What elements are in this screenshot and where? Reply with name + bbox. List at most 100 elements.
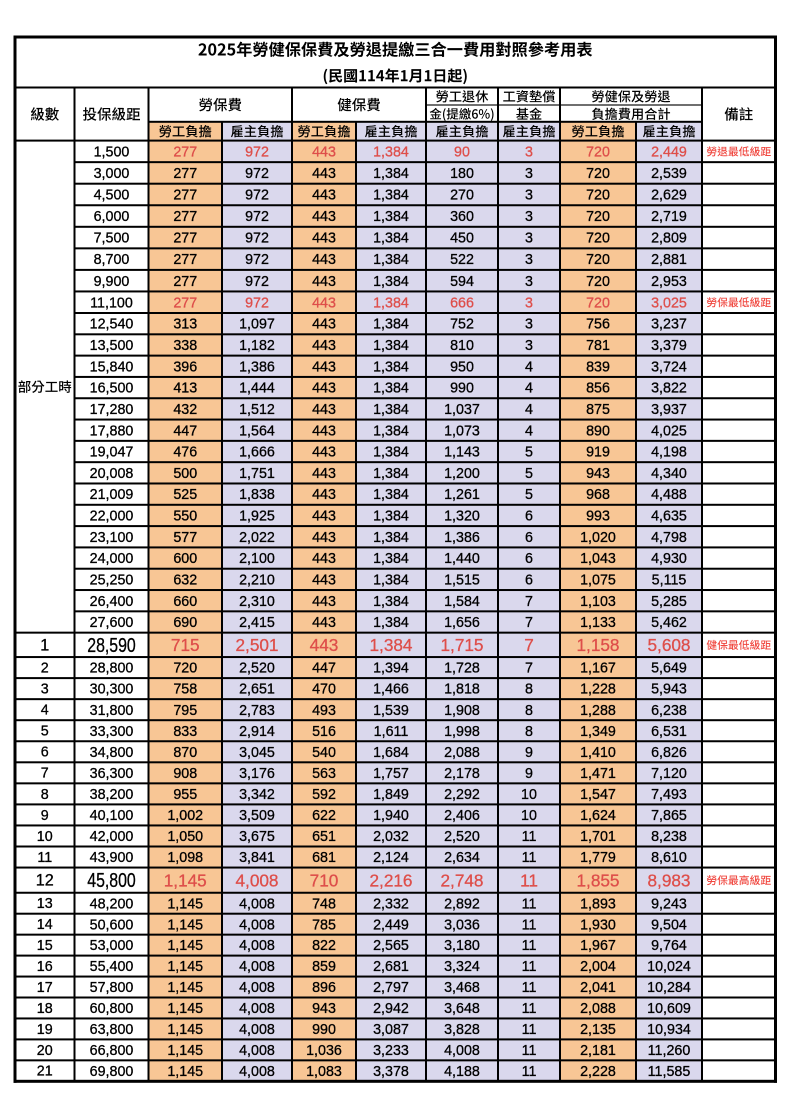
svg-text:3,841: 3,841	[239, 850, 275, 866]
svg-text:443: 443	[312, 359, 336, 375]
svg-text:7,120: 7,120	[651, 766, 687, 782]
svg-text:919: 919	[586, 445, 610, 461]
svg-text:11,100: 11,100	[90, 295, 133, 311]
svg-text:3,509: 3,509	[239, 808, 275, 824]
svg-text:8: 8	[41, 787, 49, 803]
svg-text:666: 666	[450, 295, 474, 311]
svg-text:15,840: 15,840	[90, 359, 134, 375]
svg-text:972: 972	[245, 209, 269, 225]
svg-text:943: 943	[586, 466, 610, 482]
svg-text:1,073: 1,073	[444, 423, 480, 439]
svg-text:1,036: 1,036	[306, 1043, 342, 1059]
svg-text:8,700: 8,700	[94, 252, 130, 268]
svg-text:1,386: 1,386	[444, 530, 480, 546]
svg-text:720: 720	[586, 188, 610, 204]
svg-text:2,406: 2,406	[444, 808, 480, 824]
svg-text:6: 6	[525, 572, 533, 588]
svg-text:34,800: 34,800	[90, 745, 134, 761]
svg-text:1,466: 1,466	[373, 682, 409, 698]
svg-text:3,176: 3,176	[239, 766, 275, 782]
svg-text:651: 651	[312, 829, 336, 845]
svg-text:720: 720	[586, 274, 610, 290]
svg-text:810: 810	[450, 338, 474, 354]
svg-text:758: 758	[173, 682, 197, 698]
svg-text:10: 10	[521, 808, 537, 824]
svg-text:1,384: 1,384	[373, 231, 409, 247]
svg-text:5: 5	[525, 487, 533, 503]
svg-text:1,145: 1,145	[167, 896, 203, 912]
svg-text:1,384: 1,384	[373, 594, 409, 610]
svg-text:7: 7	[525, 661, 533, 677]
svg-text:1,751: 1,751	[239, 466, 275, 482]
svg-text:277: 277	[173, 252, 197, 268]
svg-text:447: 447	[312, 661, 336, 677]
svg-text:839: 839	[586, 359, 610, 375]
svg-text:443: 443	[312, 594, 336, 610]
svg-text:11: 11	[522, 917, 537, 933]
svg-text:1,145: 1,145	[167, 938, 203, 954]
svg-text:6,238: 6,238	[651, 703, 687, 719]
svg-text:5,462: 5,462	[651, 615, 687, 631]
svg-text:2,719: 2,719	[651, 209, 687, 225]
svg-text:53,000: 53,000	[90, 938, 134, 954]
svg-text:48,200: 48,200	[90, 896, 134, 912]
svg-text:1,666: 1,666	[239, 445, 275, 461]
svg-text:2: 2	[41, 660, 49, 676]
svg-text:21: 21	[37, 1064, 53, 1080]
svg-text:3,822: 3,822	[651, 381, 687, 397]
svg-text:8: 8	[525, 724, 533, 740]
svg-text:3,378: 3,378	[373, 1064, 409, 1080]
svg-text:1,394: 1,394	[373, 661, 409, 677]
svg-text:4,008: 4,008	[444, 1043, 480, 1059]
svg-text:3,648: 3,648	[444, 1001, 480, 1017]
svg-text:7: 7	[524, 635, 534, 655]
svg-text:443: 443	[312, 572, 336, 588]
svg-text:1,656: 1,656	[444, 615, 480, 631]
svg-text:1,133: 1,133	[580, 615, 616, 631]
svg-text:470: 470	[312, 682, 336, 698]
svg-text:4,798: 4,798	[651, 530, 687, 546]
svg-text:632: 632	[173, 572, 197, 588]
svg-text:972: 972	[245, 188, 269, 204]
svg-text:443: 443	[312, 551, 336, 567]
svg-text:443: 443	[312, 317, 336, 333]
svg-text:6: 6	[41, 745, 49, 761]
svg-text:1,384: 1,384	[373, 423, 409, 439]
svg-text:3: 3	[525, 338, 533, 354]
svg-text:6: 6	[525, 530, 533, 546]
svg-text:22,000: 22,000	[90, 509, 134, 525]
svg-text:5,285: 5,285	[651, 594, 687, 610]
svg-text:563: 563	[312, 766, 336, 782]
svg-text:16,500: 16,500	[90, 381, 134, 397]
svg-text:2,881: 2,881	[651, 252, 687, 268]
svg-text:972: 972	[245, 295, 269, 311]
svg-text:4: 4	[525, 402, 533, 418]
svg-text:4,340: 4,340	[651, 466, 687, 482]
svg-text:908: 908	[173, 766, 197, 782]
svg-text:720: 720	[586, 166, 610, 182]
svg-text:1,288: 1,288	[580, 703, 616, 719]
svg-text:1,097: 1,097	[239, 317, 275, 333]
svg-text:11: 11	[522, 1043, 537, 1059]
svg-text:493: 493	[312, 703, 336, 719]
svg-text:943: 943	[312, 1001, 336, 1017]
svg-text:396: 396	[173, 359, 197, 375]
svg-text:443: 443	[312, 381, 336, 397]
svg-text:1,410: 1,410	[580, 745, 616, 761]
svg-text:443: 443	[312, 166, 336, 182]
svg-text:577: 577	[173, 530, 197, 546]
svg-text:18: 18	[37, 1001, 53, 1017]
svg-text:1,384: 1,384	[373, 445, 409, 461]
svg-text:36,300: 36,300	[90, 766, 134, 782]
svg-text:2,629: 2,629	[651, 188, 687, 204]
svg-text:20,008: 20,008	[90, 466, 134, 482]
svg-text:1,020: 1,020	[580, 530, 616, 546]
svg-text:1,384: 1,384	[373, 466, 409, 482]
svg-text:19,047: 19,047	[90, 445, 134, 461]
svg-text:6: 6	[525, 551, 533, 567]
svg-text:752: 752	[450, 317, 474, 333]
svg-text:710: 710	[310, 870, 339, 890]
svg-text:45,800: 45,800	[87, 870, 136, 892]
svg-text:33,300: 33,300	[90, 724, 134, 740]
svg-text:443: 443	[312, 423, 336, 439]
